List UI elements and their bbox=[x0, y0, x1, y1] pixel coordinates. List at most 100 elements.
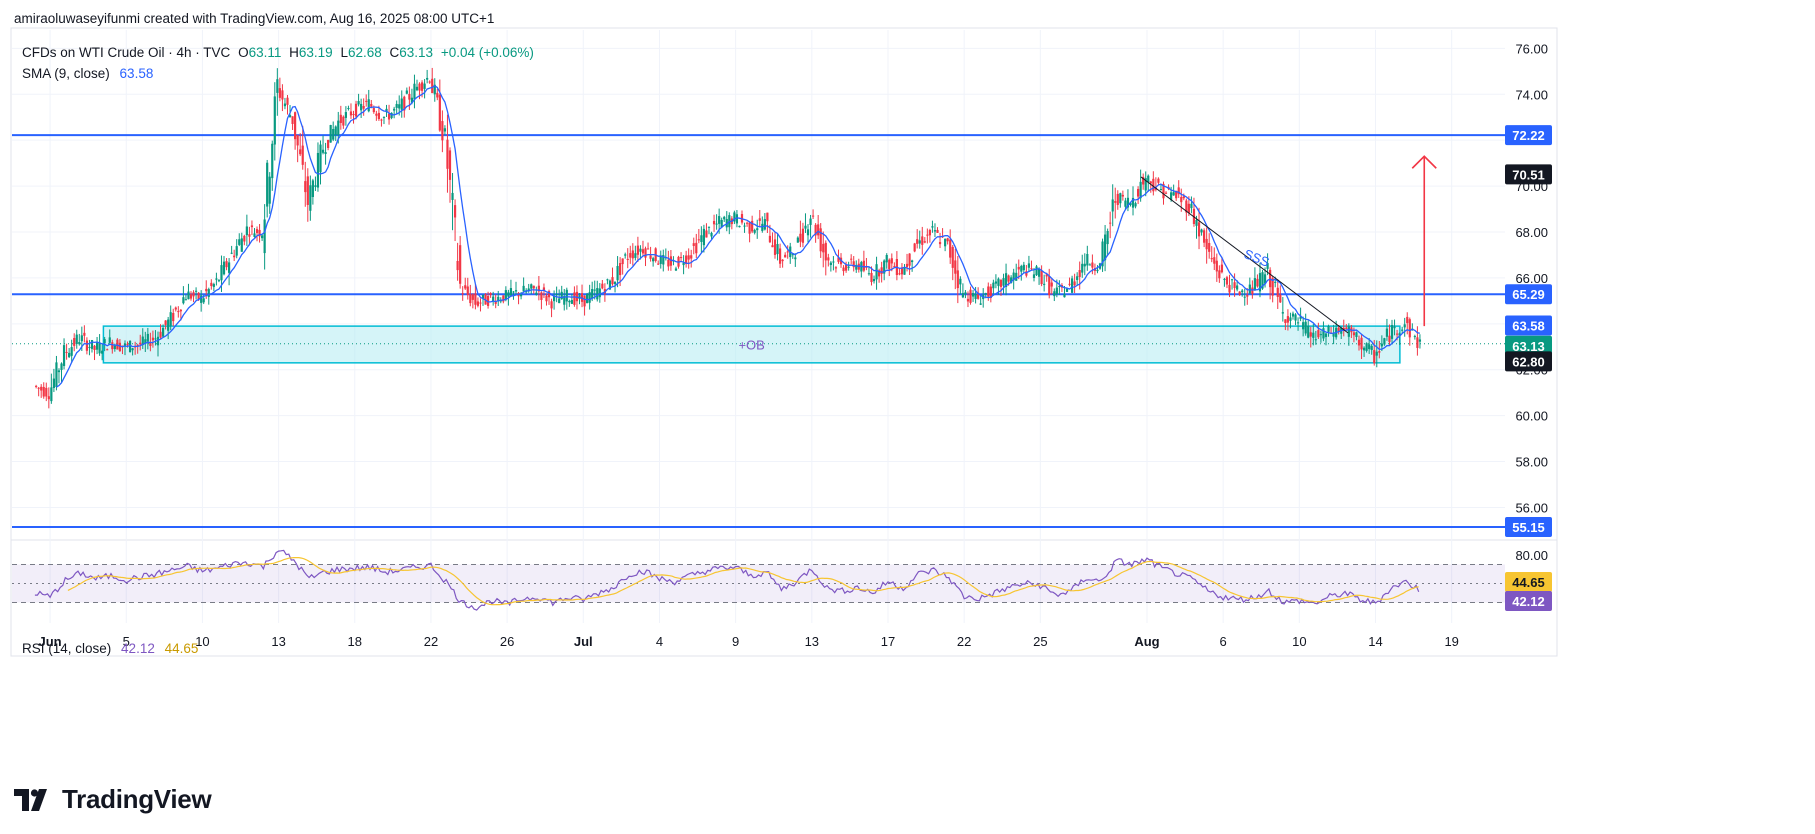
candle-body bbox=[101, 350, 104, 354]
candle-body bbox=[748, 222, 751, 234]
legend-main-row: CFDs on WTI Crude Oil · 4h · TVC O63.11 … bbox=[22, 45, 534, 60]
level-price-tag-bg bbox=[1505, 125, 1552, 146]
candle-body bbox=[710, 232, 713, 237]
candle-body bbox=[37, 387, 40, 389]
candle-body bbox=[1210, 258, 1213, 260]
rsi-ma-line[interactable] bbox=[67, 557, 1419, 606]
candle-body bbox=[921, 236, 924, 245]
candle-body bbox=[459, 245, 462, 284]
candle-body bbox=[586, 293, 589, 304]
candle-body bbox=[875, 264, 878, 280]
price-tag-bg bbox=[1505, 351, 1552, 372]
candle-body bbox=[337, 120, 340, 135]
candle-body bbox=[1010, 277, 1013, 283]
candle-body bbox=[40, 386, 43, 391]
sma-line[interactable] bbox=[56, 85, 1421, 388]
candle-body bbox=[949, 239, 952, 258]
candle-body bbox=[1342, 327, 1345, 330]
candle-body bbox=[68, 352, 71, 358]
candle-body bbox=[220, 265, 223, 281]
sma-label: SMA (9, close) bbox=[22, 66, 110, 81]
candle-body bbox=[936, 229, 939, 233]
candle-body bbox=[905, 263, 909, 268]
candle-body bbox=[1393, 326, 1396, 329]
candle-body bbox=[547, 291, 551, 298]
candle-body bbox=[448, 150, 452, 180]
candle-body bbox=[106, 349, 109, 351]
candle-body bbox=[1142, 176, 1145, 185]
candle-body bbox=[631, 250, 634, 259]
candle-body bbox=[128, 340, 132, 353]
candle-body bbox=[725, 218, 728, 228]
candle-body bbox=[253, 233, 256, 237]
candle-body bbox=[1246, 295, 1249, 297]
candle-body bbox=[225, 261, 228, 268]
legend-rsi-row[interactable]: RSI (14, close) 42.12 44.65 bbox=[22, 641, 198, 656]
candle-body bbox=[304, 181, 307, 193]
candle-body bbox=[497, 296, 500, 302]
candle-body bbox=[50, 387, 53, 402]
rsi-ma-tag: 44.65 bbox=[1512, 575, 1545, 590]
candle-body bbox=[174, 307, 177, 310]
candle-body bbox=[456, 260, 459, 271]
candle-body bbox=[1406, 316, 1409, 324]
candle-body bbox=[799, 233, 802, 242]
candle-body bbox=[494, 301, 497, 304]
candle-body bbox=[923, 241, 926, 243]
candle-body bbox=[1070, 278, 1074, 293]
x-tick-label: 13 bbox=[271, 634, 285, 649]
candle-body bbox=[733, 212, 736, 222]
candle-body bbox=[961, 293, 964, 298]
candle-body bbox=[108, 337, 111, 343]
candle-body bbox=[123, 343, 127, 347]
x-tick-label: 4 bbox=[656, 634, 663, 649]
candle-body bbox=[131, 348, 134, 351]
target-arrow-head[interactable] bbox=[1411, 155, 1437, 169]
candle-body bbox=[1157, 178, 1160, 183]
candle-body bbox=[966, 298, 970, 302]
candle-body bbox=[281, 90, 284, 100]
candle-body bbox=[161, 327, 165, 337]
candle-body bbox=[898, 273, 901, 275]
candle-body bbox=[1096, 269, 1099, 272]
candle-body bbox=[662, 254, 665, 265]
candle-body bbox=[1007, 275, 1010, 282]
candle-body bbox=[1261, 272, 1264, 289]
candle-body bbox=[756, 228, 759, 231]
candle-body bbox=[862, 260, 865, 271]
candle-body bbox=[570, 300, 573, 304]
tradingview-logo[interactable]: TradingView bbox=[14, 784, 212, 815]
rsi-line[interactable] bbox=[34, 549, 1420, 611]
candle-body bbox=[1147, 175, 1150, 183]
candle-body bbox=[408, 93, 411, 100]
legend-sma-row[interactable]: SMA (9, close) 63.58 bbox=[22, 66, 153, 81]
candle-body bbox=[1398, 333, 1401, 336]
symbol-title[interactable]: CFDs on WTI Crude Oil · 4h · TVC bbox=[22, 45, 231, 60]
close-value: 63.13 bbox=[399, 45, 434, 60]
x-tick-label: Jul bbox=[574, 634, 593, 649]
sma-layer bbox=[56, 85, 1421, 388]
candle-body bbox=[819, 228, 822, 252]
candle-body bbox=[85, 340, 89, 351]
x-tick-label: Jun bbox=[39, 634, 62, 649]
candle-body bbox=[883, 260, 886, 274]
candle-body bbox=[1032, 274, 1036, 278]
candle-body bbox=[1159, 189, 1163, 191]
candle-body bbox=[715, 223, 718, 225]
candle-body bbox=[245, 226, 248, 236]
candle-body bbox=[1385, 328, 1389, 337]
candle-body bbox=[771, 245, 774, 248]
candle-body bbox=[738, 225, 741, 228]
candle-body bbox=[768, 235, 772, 243]
trendline[interactable] bbox=[1140, 176, 1349, 334]
candle-body bbox=[1197, 222, 1201, 237]
candle-body bbox=[1375, 351, 1378, 356]
candle-body bbox=[1248, 284, 1251, 294]
candle-body bbox=[75, 334, 78, 344]
candle-body bbox=[837, 257, 840, 262]
candle-body bbox=[1078, 270, 1081, 277]
candle-body bbox=[271, 143, 274, 179]
candle-body bbox=[890, 258, 893, 264]
candle-body bbox=[1291, 313, 1295, 317]
candle-body bbox=[149, 341, 152, 347]
